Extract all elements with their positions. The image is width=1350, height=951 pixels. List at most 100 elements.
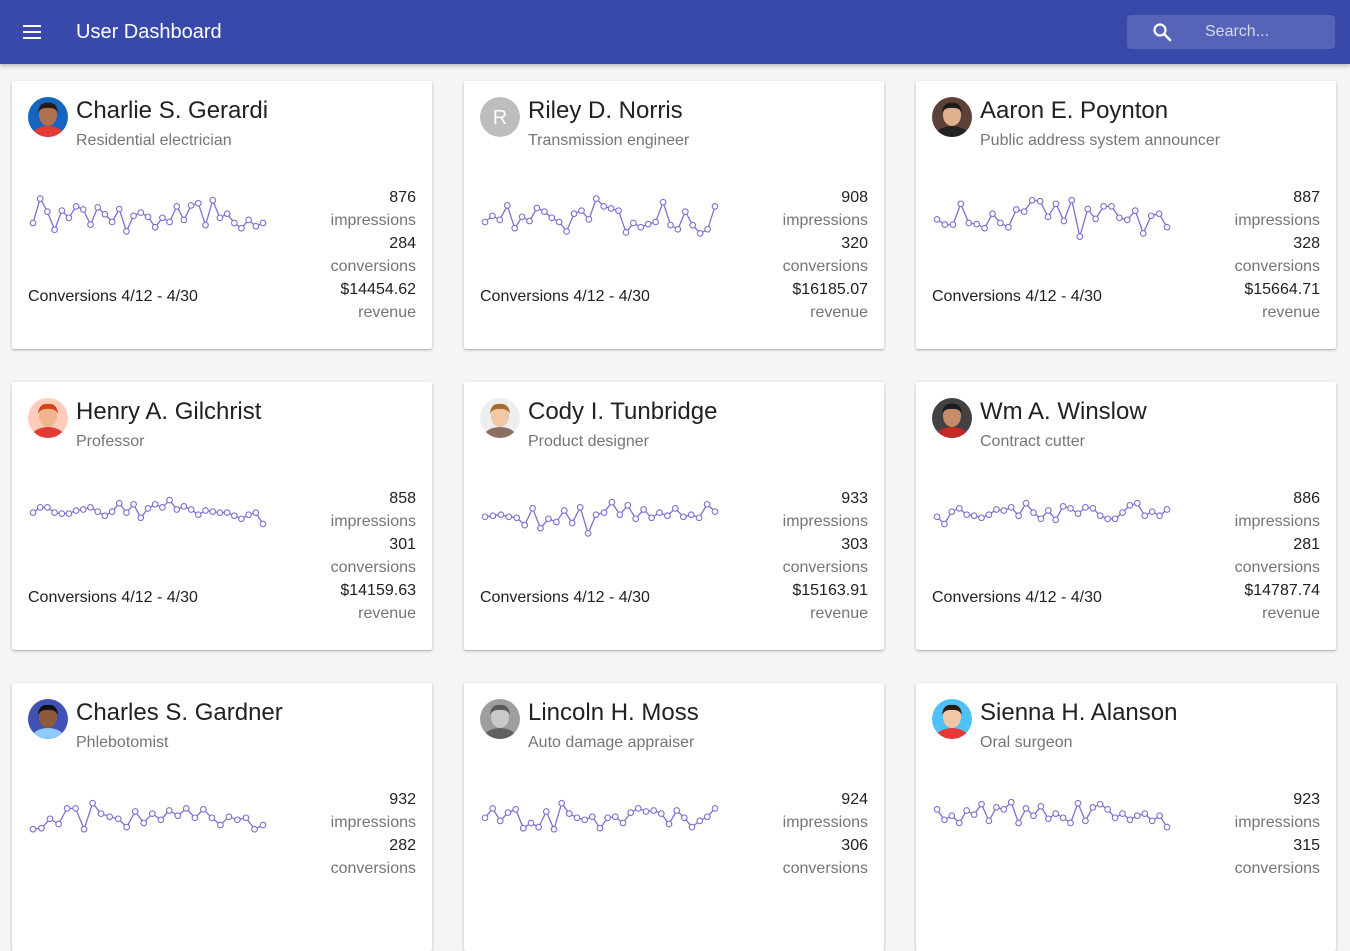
sparkline-point [72, 805, 79, 812]
user-card[interactable]: Sienna H. Alanson Oral surgeon 923 impressi… [916, 683, 1336, 951]
sparkline-point [957, 200, 965, 208]
conversions-value: 306 [841, 837, 868, 854]
user-card[interactable]: Cody I. Tunbridge Product designer 933 impr… [464, 382, 884, 650]
sparkline-point [941, 816, 948, 824]
sparkline-point [166, 496, 173, 504]
sparkline-point [696, 817, 704, 825]
sparkline-point [642, 808, 650, 815]
sparkline-point [680, 814, 688, 822]
sparkline-point [65, 214, 73, 222]
user-card[interactable]: Charles S. Gardner Phlebotomist 932 impress… [12, 683, 432, 951]
sparkline-point [527, 819, 535, 827]
user-name: Riley D. Norris [528, 97, 683, 124]
sparkline-point [72, 507, 80, 514]
sparkline-point [542, 808, 550, 815]
sparkline-point [529, 505, 536, 512]
avatar [932, 699, 972, 739]
sparkline-point [679, 513, 687, 521]
sparkline-point [1108, 203, 1115, 210]
sparkline-point [608, 498, 616, 506]
sparkline-point [87, 504, 94, 511]
sparkline-point [1163, 823, 1171, 831]
user-name: Lincoln H. Moss [528, 699, 699, 726]
user-card[interactable]: Lincoln H. Moss Auto damage appraiser 924 i… [464, 683, 884, 951]
sparkline-point [165, 807, 173, 814]
sparkline-point [87, 221, 94, 228]
sparkline-point [144, 213, 152, 221]
revenue-label: revenue [358, 304, 416, 321]
sparkline-point [108, 218, 116, 226]
user-card[interactable]: Wm A. Winslow Contract cutter 886 impressio… [916, 382, 1336, 650]
avatar-photo [28, 97, 68, 137]
sparkline-point [667, 221, 674, 229]
sparkline-point [1044, 815, 1052, 823]
sparkline-point [581, 816, 589, 824]
sparkline-caption: Conversions 4/12 - 4/30 [932, 288, 1102, 305]
sparkline-point [489, 212, 496, 220]
sparkline-point [89, 799, 96, 807]
impressions-label: impressions [782, 814, 868, 831]
user-card[interactable]: Charlie S. Gerardi Residential electricia… [12, 81, 432, 349]
user-card[interactable]: Henry A. Gilchrist Professor 858 impression… [12, 382, 432, 650]
impressions-label: impressions [1234, 212, 1320, 229]
sparkline-point [1111, 814, 1119, 822]
sparkline-point [704, 225, 711, 233]
sparkline-point [648, 514, 655, 522]
sparkline-point [1059, 814, 1067, 822]
app-title: User Dashboard [76, 21, 222, 43]
menu-button[interactable] [14, 14, 50, 50]
sparkline-point [1116, 214, 1123, 222]
sparkline-point [194, 199, 202, 207]
svg-text:R: R [493, 107, 507, 129]
user-job-title: Oral surgeon [980, 734, 1073, 751]
sparkline-point [1126, 816, 1134, 824]
avatar-photo [480, 699, 520, 739]
sparkline-point [673, 807, 681, 814]
sparkline-point [51, 509, 58, 516]
sparkline-point [496, 216, 504, 224]
conversions-value: 282 [389, 837, 416, 854]
sparkline-point [550, 825, 558, 833]
sparkline-point [1141, 512, 1149, 520]
sparkline-point [1000, 507, 1008, 514]
search-box[interactable] [1127, 15, 1335, 49]
sparkline-point [963, 807, 971, 814]
sparkline-point [234, 816, 241, 824]
sparkline-path [936, 197, 1168, 237]
sparkline-point [941, 221, 949, 228]
sparkline-point [665, 820, 673, 828]
user-card[interactable]: Aaron E. Poynton Public address system an… [916, 81, 1336, 349]
sparkline-point [1059, 503, 1067, 510]
sparkline-point [1052, 810, 1060, 817]
sparkline-point [1022, 805, 1030, 812]
conversions-sparkline [481, 498, 719, 537]
stats-panel: 932 impressions 282 conversions [256, 788, 416, 880]
sparkline-point [1084, 205, 1092, 213]
user-name: Wm A. Winslow [980, 398, 1147, 425]
user-name: Charlie S. Gerardi [76, 97, 269, 124]
sparkline-point [151, 223, 159, 231]
sparkline-point [941, 520, 948, 528]
revenue-label: revenue [810, 605, 868, 622]
conversions-label: conversions [782, 559, 868, 576]
sparkline-path [32, 801, 264, 832]
sparkline-point [703, 813, 711, 821]
impressions-value: 886 [1293, 490, 1320, 507]
sparkline-point [131, 808, 139, 815]
user-name: Cody I. Tunbridge [528, 398, 718, 425]
menu-icon [23, 25, 41, 39]
sparkline-point [535, 823, 543, 831]
sparkline-point [238, 224, 245, 232]
sparkline-point [576, 504, 584, 511]
sparkline-point [148, 810, 156, 817]
sparkline-caption: Conversions 4/12 - 4/30 [480, 589, 650, 606]
search-input[interactable] [1205, 15, 1327, 49]
sparkline-point [644, 220, 652, 228]
user-card[interactable]: R Riley D. Norris Transmission engineer 908… [464, 81, 884, 349]
sparkline-point [1092, 215, 1099, 223]
avatar [932, 398, 972, 438]
sparkline-point [703, 500, 711, 508]
sparkline-point [123, 509, 130, 516]
sparkline-point [187, 506, 195, 513]
sparkline-point [634, 805, 642, 812]
